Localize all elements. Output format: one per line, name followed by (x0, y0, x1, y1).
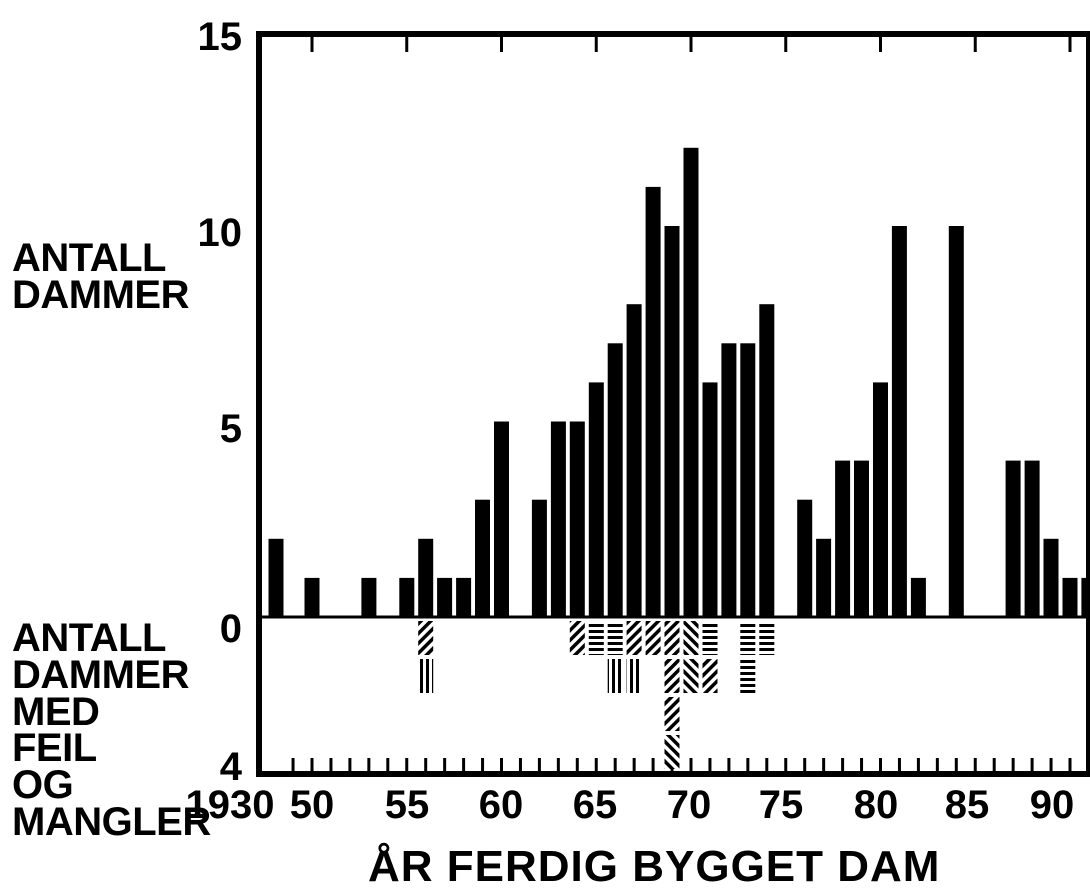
defect-bar-1956-2 (418, 659, 434, 693)
x-tick-55: 55 (385, 783, 430, 827)
bar-1969 (664, 226, 680, 617)
defect-bar-1970-2 (683, 659, 699, 693)
bar-1958 (456, 577, 472, 617)
bars-lower (418, 621, 775, 769)
x-tick-80: 80 (854, 783, 899, 827)
x-tick-75: 75 (759, 783, 804, 827)
defect-bar-1964-1 (569, 621, 585, 655)
x-tick-50: 50 (290, 783, 335, 827)
y-tick-15: 15 (198, 15, 243, 59)
bar-1974 (759, 304, 775, 617)
bar-1972 (721, 343, 737, 617)
x-tick-65: 65 (573, 783, 618, 827)
bar-1989 (1043, 538, 1059, 617)
bar-1950 (304, 577, 320, 617)
defect-bar-1956-1 (418, 621, 434, 655)
bar-1976 (797, 499, 813, 617)
bar-1967 (626, 304, 642, 617)
x-tick-1930: 1930 (186, 783, 275, 827)
defect-bar-1967-1 (626, 621, 642, 655)
bar-1987 (1005, 460, 1021, 617)
y-tick-5: 5 (220, 407, 242, 451)
ylabel-lower-line-3: MED (12, 689, 100, 734)
ylabel-upper: ANTALL DAMMER (12, 236, 189, 317)
defect-bar-1971-2 (702, 659, 718, 693)
bar-1957 (437, 577, 453, 617)
bar-1980 (873, 382, 888, 617)
bar-1963 (550, 421, 566, 617)
defect-bar-1973-1 (740, 621, 756, 655)
bar-1966 (607, 343, 623, 617)
bar-1982 (910, 577, 926, 617)
bar-1990 (1062, 577, 1078, 617)
defect-bar-1973-2 (740, 659, 756, 693)
bar-1959 (475, 499, 490, 617)
ylabel-lower-line-5: OG (12, 763, 74, 808)
bar-1979 (854, 460, 869, 617)
defect-bar-1965-1 (588, 621, 604, 655)
bar-1988 (1024, 460, 1040, 617)
y-tick-0: 0 (220, 607, 242, 651)
bar-1965 (588, 382, 604, 617)
top-ticks (310, 34, 1072, 52)
bar-1981 (891, 226, 907, 617)
defect-bar-1971-1 (702, 621, 718, 655)
bar-1973 (740, 343, 756, 617)
defect-bar-1969-2 (664, 659, 680, 693)
x-tick-90: 90 (1030, 783, 1075, 827)
ylabel-lower-line-2: DAMMER (12, 652, 189, 697)
bar-1962 (531, 499, 547, 617)
x-tick-60: 60 (479, 783, 524, 827)
x-axis-title: ÅR FERDIG BYGGET DAM (368, 842, 941, 891)
bar-1956 (418, 538, 434, 617)
ylabel-upper-line-1: ANTALL (12, 236, 166, 280)
defect-bar-1968-1 (645, 621, 661, 655)
ylabel-lower-line-4: FEIL (12, 726, 97, 771)
bar-1978 (835, 460, 851, 617)
bar-1968 (645, 186, 661, 617)
ylabel-upper-line-2: DAMMER (12, 272, 189, 317)
bar-1970 (683, 147, 699, 618)
defect-bar-1969-1 (664, 621, 680, 655)
y-tick-10: 10 (198, 211, 243, 255)
bar-1955 (399, 577, 415, 617)
bar-1991 (1081, 577, 1090, 617)
x-tick-70: 70 (667, 783, 712, 827)
bottom-ticks (291, 758, 1090, 774)
y-tick-lower-4: 4 (220, 745, 243, 789)
defect-bar-1969-4 (664, 735, 680, 769)
bar-1977 (816, 538, 832, 617)
bar-1960 (494, 421, 509, 617)
defect-bar-1967-2 (626, 659, 642, 693)
bar-1971 (702, 382, 718, 617)
ylabel-lower: ANTALL DAMMER MED FEIL OG MANGLER (12, 616, 211, 844)
defect-bar-1970-1 (683, 621, 699, 655)
defect-bar-1969-3 (664, 697, 680, 731)
bar-1953 (361, 577, 377, 617)
bar-1964 (569, 421, 585, 617)
ylabel-lower-line-6: MANGLER (12, 799, 211, 844)
bar-1984 (948, 226, 964, 617)
ylabel-lower-line-1: ANTALL (12, 616, 166, 660)
bars-upper (268, 147, 1090, 618)
defect-bar-1966-2 (607, 659, 623, 693)
bar-1930-49 (268, 538, 284, 617)
plot-frame (256, 31, 1090, 777)
defect-bar-1966-1 (607, 621, 623, 655)
x-tick-85: 85 (945, 783, 990, 827)
defect-bar-1974-1 (759, 621, 775, 655)
